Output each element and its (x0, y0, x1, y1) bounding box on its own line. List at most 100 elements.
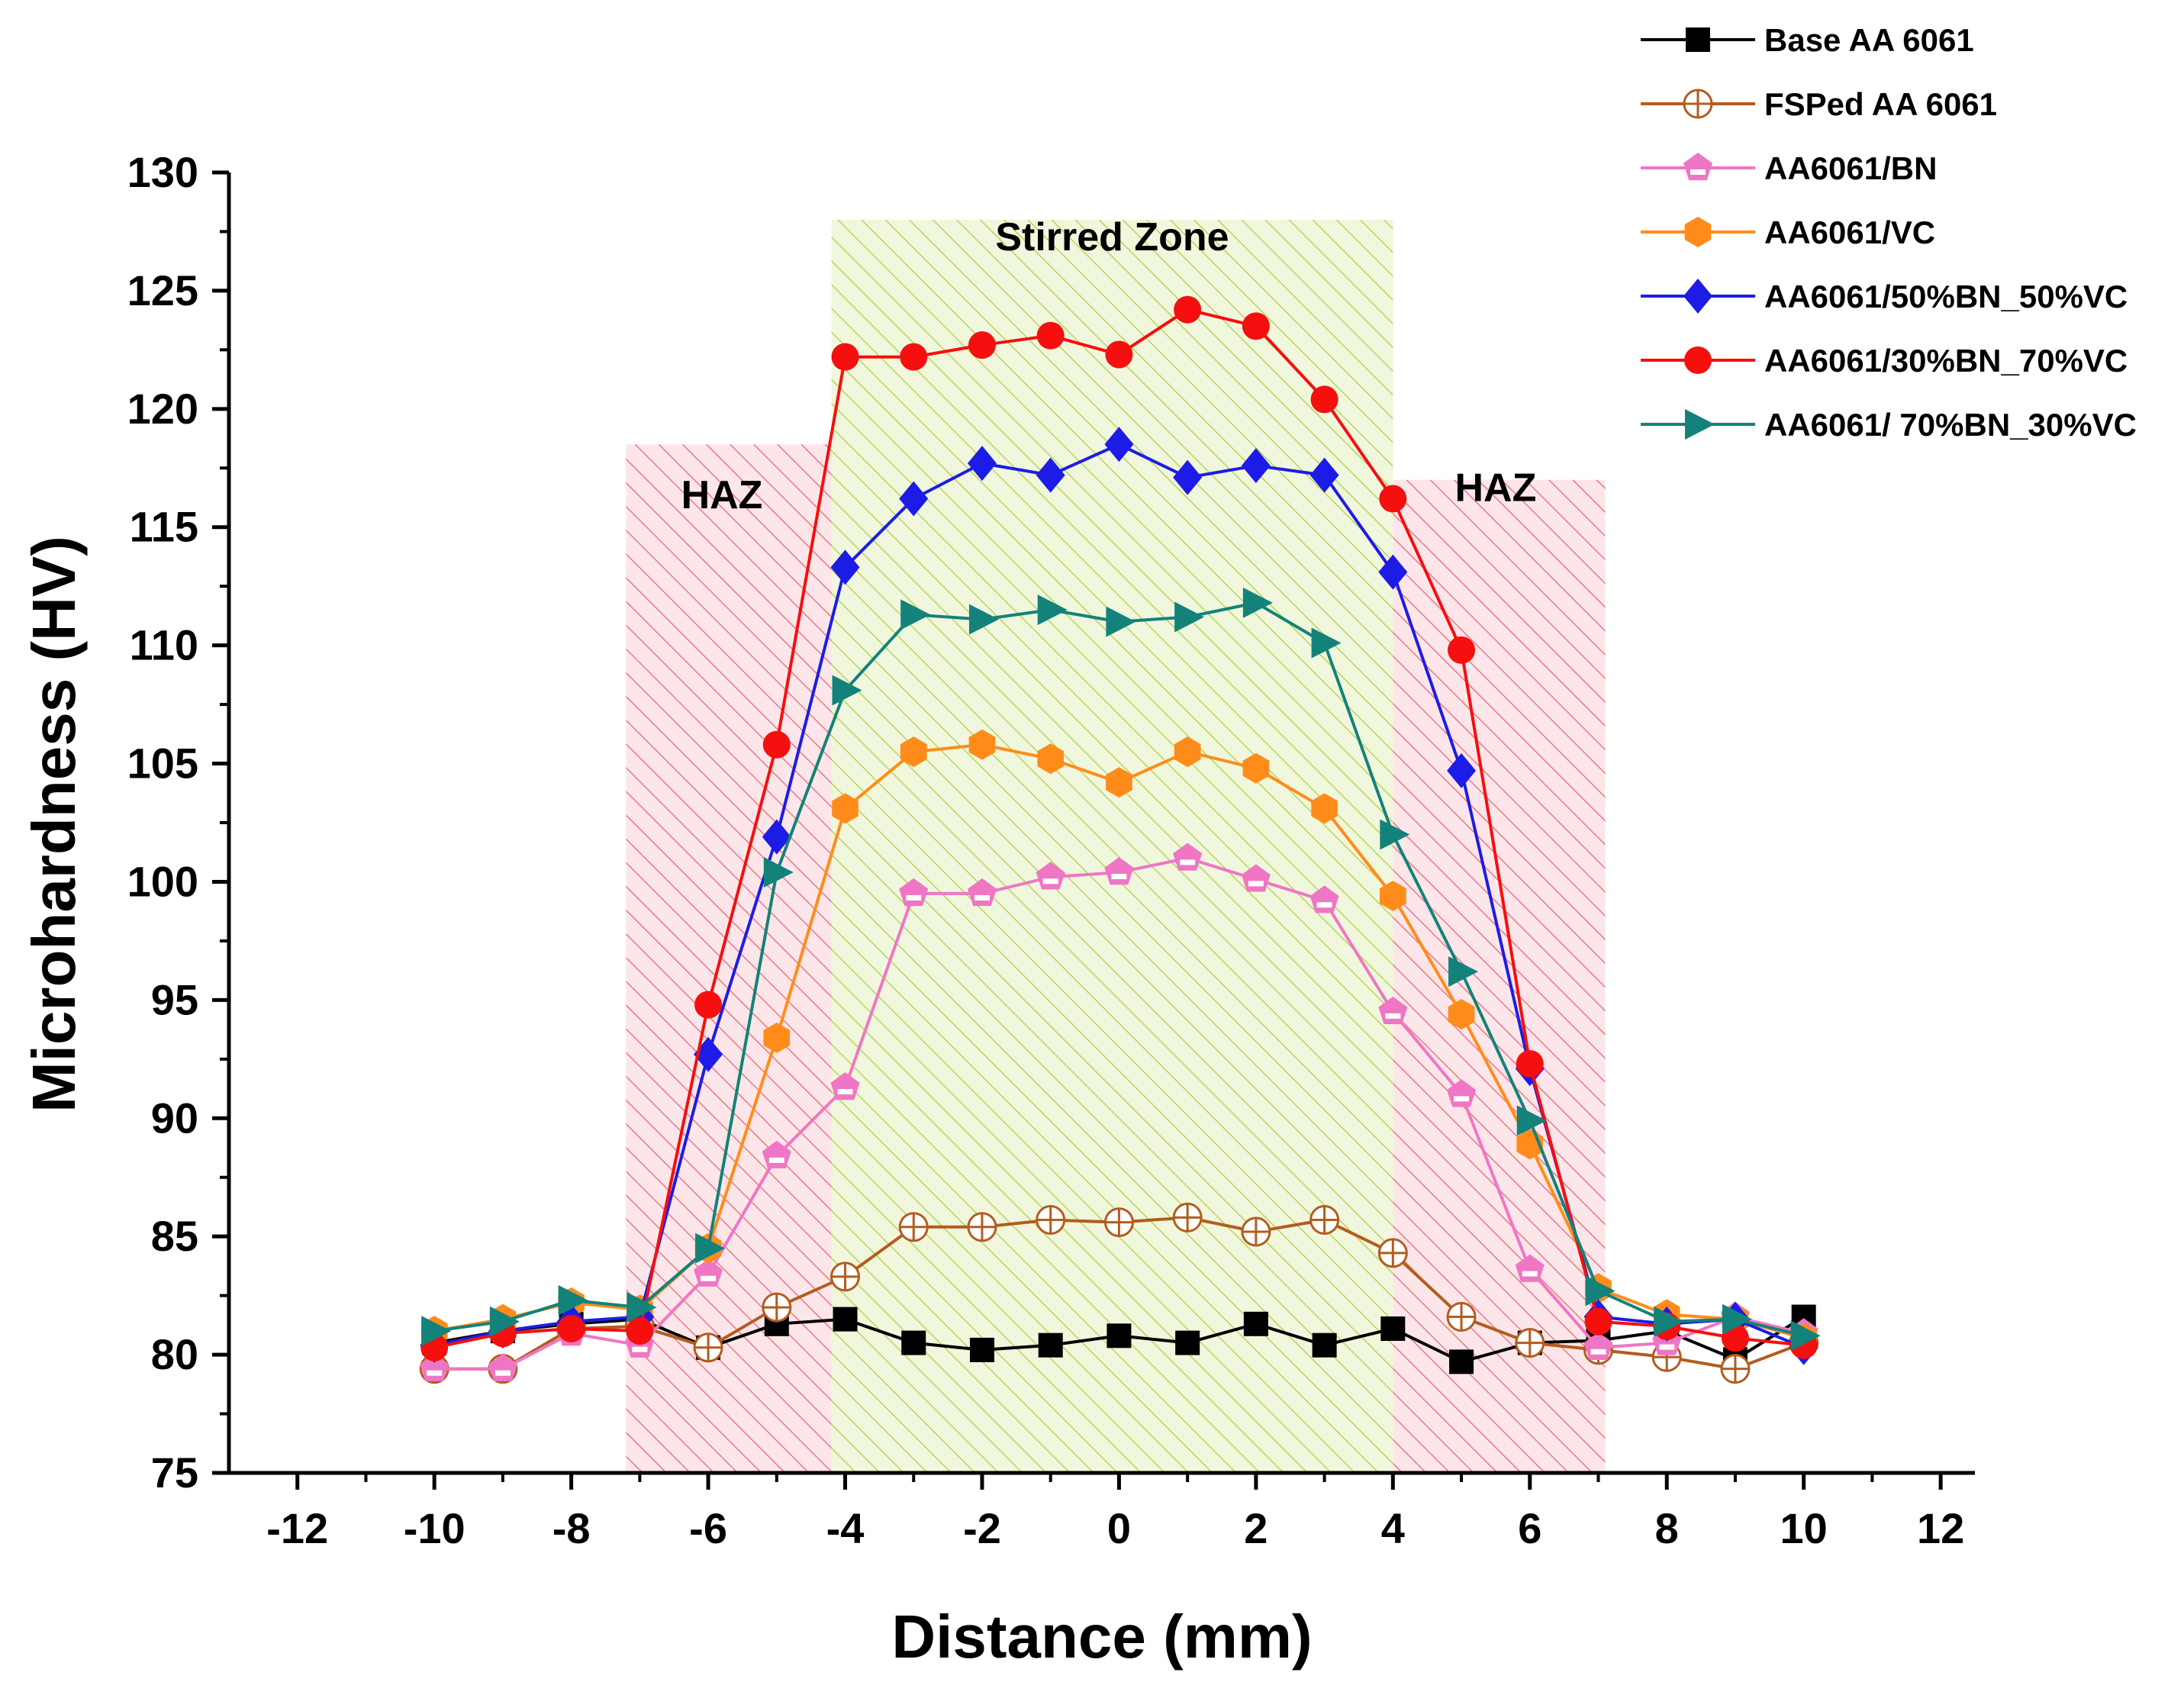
zone-label-haz-left: HAZ (681, 473, 763, 517)
data-point (898, 1212, 929, 1242)
legend-swatch-marker (1684, 217, 1712, 247)
x-tick-label: -2 (963, 1504, 1001, 1552)
data-point (1241, 448, 1271, 484)
legend-item-0: Base AA 6061 (1641, 22, 1974, 58)
data-point (1037, 594, 1068, 626)
data-point (1515, 1328, 1545, 1358)
data-point (1379, 485, 1407, 513)
data-point (1654, 1306, 1684, 1337)
zone-stirred-zone (831, 219, 1393, 1473)
data-point (1036, 1204, 1066, 1235)
data-point (1173, 843, 1203, 871)
data-point (830, 1262, 861, 1292)
x-tick-label: 10 (1780, 1504, 1828, 1552)
data-point-highlight (1316, 902, 1332, 908)
data-point (763, 857, 794, 888)
data-point (762, 1140, 791, 1168)
data-point (1449, 1349, 1474, 1374)
data-point (1516, 1050, 1544, 1078)
data-point (1174, 295, 1202, 324)
data-point (1447, 752, 1477, 788)
legend-item-6: AA6061/ 70%BN_30%VC (1641, 407, 2137, 443)
data-point-highlight (1659, 1344, 1675, 1350)
zone-haz-left (626, 444, 832, 1473)
data-point-highlight (427, 1370, 443, 1376)
data-point-highlight (974, 894, 990, 901)
legend: Base AA 6061 FSPed AA 6061 AA6061/BN AA6061… (1641, 22, 2137, 443)
data-point (1309, 885, 1339, 914)
data-point-highlight (1248, 881, 1264, 887)
data-point (1309, 457, 1339, 493)
legend-item-5: AA6061/30%BN_70%VC (1641, 343, 2128, 379)
x-tick-label: -4 (826, 1504, 865, 1552)
data-point (1036, 321, 1065, 350)
y-tick-label: 85 (151, 1212, 198, 1260)
legend-label: AA6061/50%BN_50%VC (1764, 279, 2128, 314)
data-point (1175, 1330, 1200, 1355)
legend-swatch-marker (1685, 409, 1715, 440)
data-point (832, 675, 862, 706)
data-point (1104, 857, 1134, 885)
legend-label: FSPed AA 6061 (1764, 86, 1997, 122)
data-point-highlight (768, 1157, 784, 1163)
data-point (1037, 743, 1064, 775)
legend-label: AA6061/VC (1764, 214, 1935, 250)
data-point (1038, 1332, 1063, 1358)
x-tick-label: 8 (1655, 1504, 1679, 1552)
data-point (1378, 554, 1408, 590)
legend-swatch-marker (1683, 153, 1712, 181)
data-point (1310, 385, 1338, 414)
data-point (1311, 793, 1338, 824)
data-point (1380, 1316, 1406, 1342)
x-tick-label: 0 (1107, 1504, 1131, 1552)
data-point-highlight (494, 1370, 511, 1376)
x-tick-label: 4 (1381, 1504, 1405, 1552)
data-point (830, 549, 860, 585)
y-tick-label: 80 (151, 1330, 198, 1378)
data-point (1584, 1307, 1612, 1336)
data-point (1309, 1204, 1340, 1235)
legend-label: Base AA 6061 (1764, 22, 1974, 58)
y-tick-label: 130 (127, 148, 198, 196)
data-point-shape (488, 1353, 517, 1381)
data-point-highlight (1042, 878, 1058, 884)
data-point-highlight (906, 894, 922, 901)
data-point (1105, 340, 1133, 369)
data-point (1448, 999, 1475, 1030)
data-point-highlight (1180, 859, 1196, 865)
data-point (1720, 1354, 1751, 1384)
legend-item-2: AA6061/BN (1641, 150, 1937, 186)
x-tick-label: 2 (1244, 1504, 1268, 1552)
data-point (1790, 1320, 1821, 1352)
data-point (1242, 752, 1270, 784)
data-point (899, 481, 929, 517)
data-point (488, 1353, 517, 1381)
data-point (968, 878, 997, 907)
y-tick-label: 120 (127, 385, 198, 433)
y-tick-label: 115 (130, 503, 198, 551)
data-point-highlight (1454, 1096, 1470, 1102)
data-point (762, 1292, 792, 1323)
data-point (1241, 1216, 1271, 1247)
data-point-highlight (701, 1275, 717, 1281)
y-tick-label: 90 (151, 1094, 198, 1142)
data-point (1446, 1302, 1477, 1332)
legend-swatch-marker (1683, 89, 1713, 119)
data-point (695, 1232, 726, 1264)
x-tick-label: -8 (552, 1504, 591, 1552)
data-point (1378, 996, 1408, 1024)
x-tick-label: 6 (1518, 1504, 1541, 1552)
data-point (1311, 627, 1342, 659)
data-point (420, 1353, 449, 1381)
y-axis-title: Microhardness (HV) (20, 536, 88, 1113)
data-point (421, 1316, 452, 1347)
data-point (1242, 312, 1270, 340)
y-tick-label: 110 (130, 621, 198, 669)
data-point (832, 793, 858, 824)
data-point (1585, 1275, 1615, 1307)
legend-swatch-marker (1683, 279, 1712, 314)
legend-item-4: AA6061/50%BN_50%VC (1641, 279, 2128, 314)
data-point (1103, 1207, 1134, 1238)
data-point (1722, 1303, 1752, 1335)
